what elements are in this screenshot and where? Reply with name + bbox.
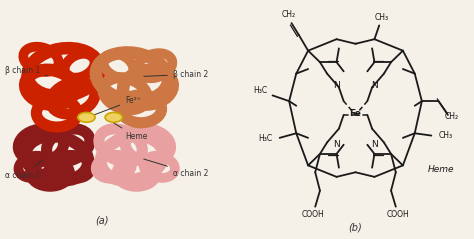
Text: β chain 2: β chain 2 — [144, 70, 208, 79]
Text: Fe: Fe — [349, 109, 362, 118]
Text: α chain 1: α chain 1 — [5, 160, 43, 180]
Text: N: N — [333, 140, 340, 149]
Text: β chain 1: β chain 1 — [5, 65, 47, 76]
Ellipse shape — [105, 112, 122, 122]
Text: N: N — [333, 81, 340, 90]
Text: α chain 2: α chain 2 — [144, 159, 208, 178]
Text: N: N — [371, 81, 378, 90]
Text: Fe²⁺: Fe²⁺ — [90, 96, 141, 116]
Text: COOH: COOH — [387, 210, 410, 219]
Text: (a): (a) — [96, 216, 109, 226]
Text: Heme: Heme — [114, 123, 147, 141]
Text: (b): (b) — [348, 222, 363, 232]
Text: N: N — [371, 140, 378, 149]
Ellipse shape — [78, 112, 95, 122]
Text: CH₃: CH₃ — [374, 13, 389, 22]
Text: CH₃: CH₃ — [438, 131, 453, 140]
Text: Heme: Heme — [428, 165, 454, 174]
Text: CH₂: CH₂ — [445, 113, 458, 121]
Text: H₃C: H₃C — [258, 134, 273, 143]
Text: H₃C: H₃C — [254, 86, 268, 95]
Text: CH₂: CH₂ — [282, 11, 296, 19]
Text: COOH: COOH — [301, 210, 324, 219]
